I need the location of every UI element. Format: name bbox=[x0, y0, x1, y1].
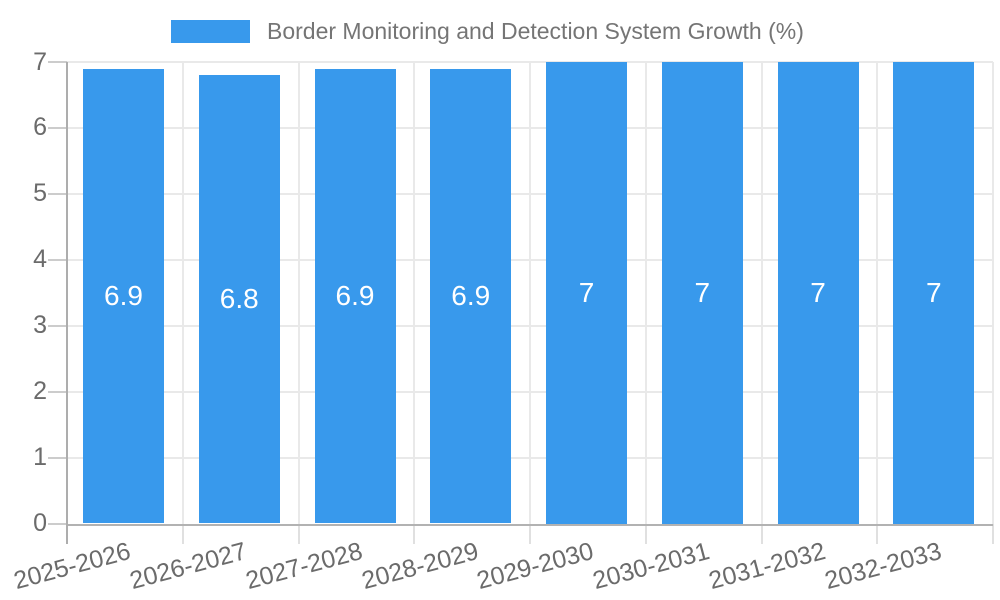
x-tick-label: 2028-2029 bbox=[358, 537, 482, 596]
y-axis-tick bbox=[48, 258, 67, 261]
bar[interactable]: 7 bbox=[777, 62, 859, 524]
y-axis-tick bbox=[48, 456, 67, 459]
bar[interactable]: 6.8 bbox=[198, 75, 280, 524]
y-axis-tick bbox=[48, 61, 67, 63]
x-gridline bbox=[297, 62, 300, 524]
x-gridline bbox=[529, 62, 531, 524]
bar[interactable]: 7 bbox=[893, 62, 975, 524]
x-gridline bbox=[760, 62, 763, 524]
x-axis-tick bbox=[876, 523, 879, 544]
x-tick-label: 2030-2031 bbox=[589, 537, 713, 596]
x-tick-label: 2031-2032 bbox=[705, 537, 829, 596]
bar[interactable]: 6.9 bbox=[430, 68, 512, 524]
y-tick-label: 0 bbox=[33, 509, 47, 537]
bar-value-label: 7 bbox=[925, 276, 942, 308]
y-axis-tick bbox=[48, 192, 67, 195]
bar[interactable]: 6.9 bbox=[314, 68, 396, 524]
legend-label: Border Monitoring and Detection System G… bbox=[267, 18, 804, 44]
x-tick-label: 2029-2030 bbox=[474, 537, 597, 596]
x-gridline bbox=[644, 62, 647, 524]
y-tick-label: 2 bbox=[33, 377, 47, 406]
x-gridline bbox=[992, 62, 994, 524]
bar-value-label: 7 bbox=[694, 276, 711, 308]
y-tick-label: 1 bbox=[33, 443, 47, 472]
x-tick-label: 2032-2033 bbox=[821, 537, 945, 596]
y-axis-tick bbox=[48, 390, 67, 393]
x-axis-tick bbox=[297, 523, 300, 544]
y-tick-label: 6 bbox=[33, 113, 47, 142]
bar[interactable]: 7 bbox=[661, 62, 743, 524]
bar[interactable]: 7 bbox=[546, 62, 627, 524]
bar-value-label: 6.9 bbox=[451, 280, 491, 312]
x-gridline bbox=[181, 62, 184, 524]
x-gridline bbox=[413, 62, 416, 524]
y-tick-label: 7 bbox=[33, 47, 47, 76]
x-tick-label: 2026-2027 bbox=[126, 537, 250, 596]
x-axis-tick bbox=[760, 523, 763, 544]
x-tick-label: 2025-2026 bbox=[11, 537, 134, 596]
x-axis-line bbox=[67, 523, 993, 526]
x-axis-tick bbox=[644, 523, 647, 544]
y-axis-tick bbox=[48, 324, 67, 327]
bar-value-label: 6.9 bbox=[335, 280, 375, 312]
bar-value-label: 6.8 bbox=[219, 283, 259, 315]
x-tick-label: 2027-2028 bbox=[242, 537, 366, 596]
y-tick-label: 3 bbox=[33, 311, 47, 340]
x-axis-tick bbox=[992, 523, 994, 544]
bar-value-label: 7 bbox=[810, 276, 826, 308]
y-tick-label: 5 bbox=[33, 179, 47, 208]
y-axis-line bbox=[66, 62, 68, 544]
bar-value-label: 7 bbox=[578, 276, 595, 308]
legend-swatch bbox=[171, 20, 250, 43]
x-axis-tick bbox=[181, 523, 184, 544]
bar[interactable]: 6.9 bbox=[83, 68, 164, 524]
x-gridline bbox=[876, 62, 879, 524]
chart-legend: Border Monitoring and Detection System G… bbox=[171, 18, 804, 44]
y-axis-tick bbox=[48, 522, 67, 525]
x-axis-tick bbox=[529, 523, 531, 544]
y-axis-tick bbox=[48, 126, 67, 129]
bar-value-label: 6.9 bbox=[104, 280, 143, 312]
y-tick-label: 4 bbox=[33, 245, 47, 274]
x-axis-tick bbox=[413, 523, 416, 544]
